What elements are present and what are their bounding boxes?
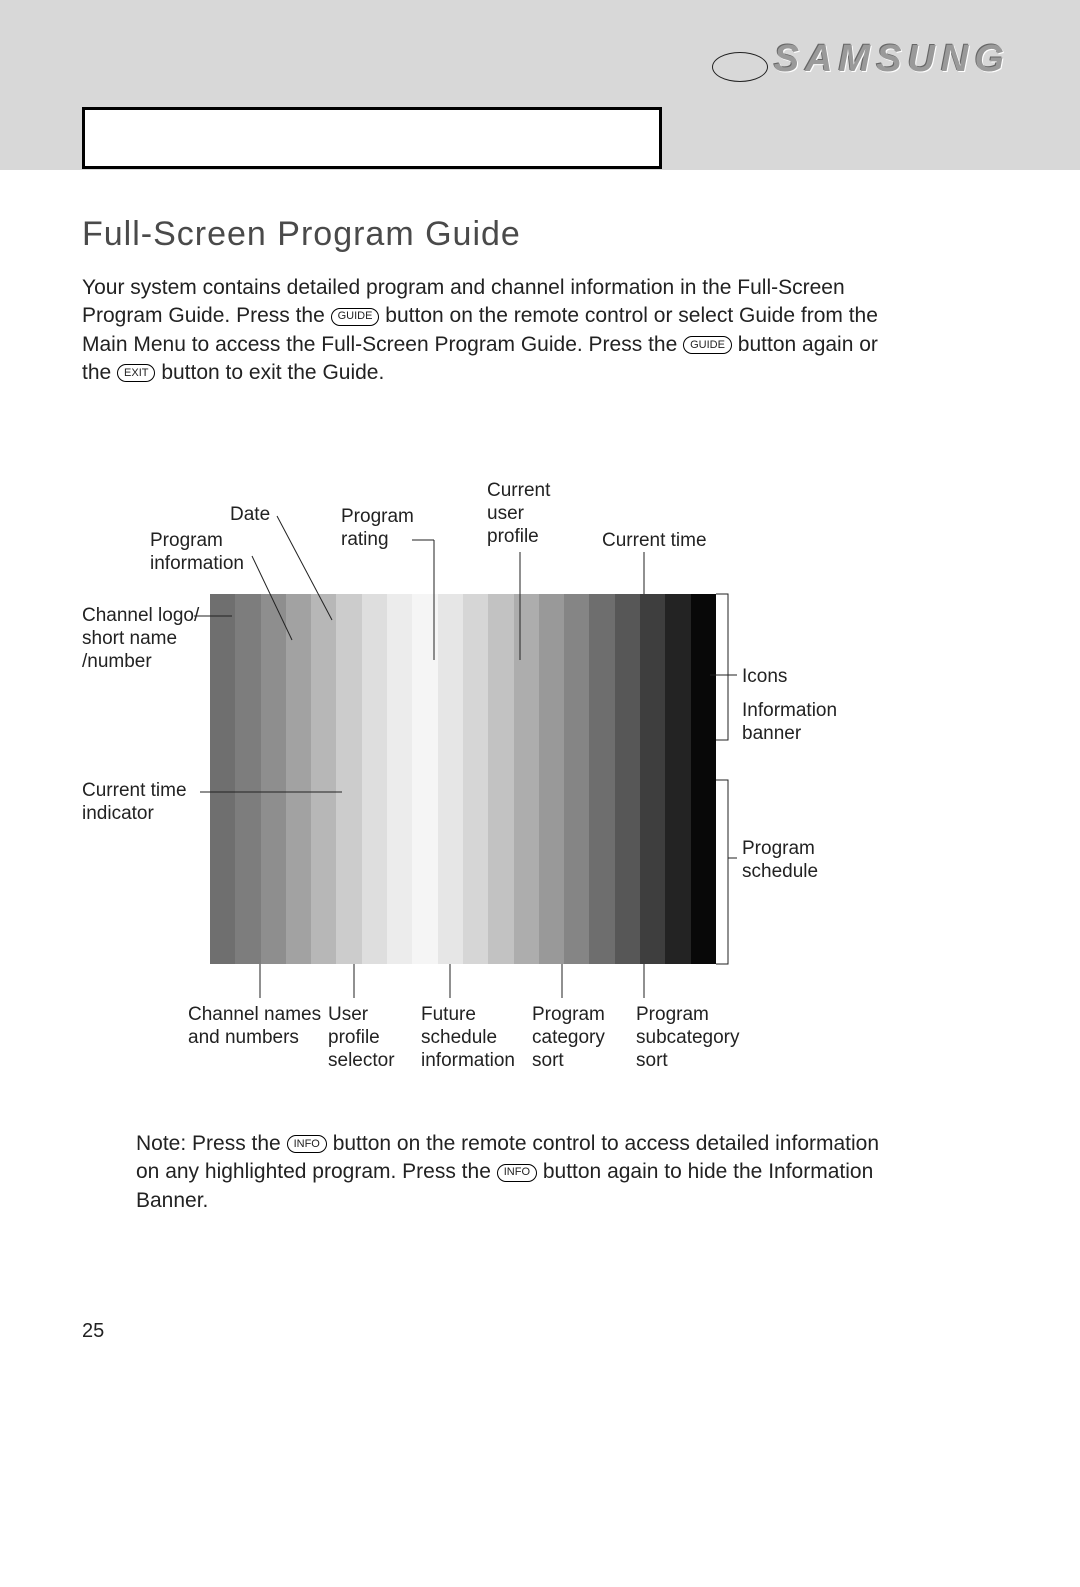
label-icons: Icons bbox=[742, 666, 787, 689]
gradient-stripe bbox=[615, 594, 640, 964]
gradient-stripe bbox=[691, 594, 716, 964]
gradient-stripe bbox=[463, 594, 488, 964]
logo-ellipse-icon bbox=[712, 52, 768, 82]
label-channel-logo: Channel logo/ short name /number bbox=[82, 605, 206, 673]
label-user-profile-selector: User profile selector bbox=[328, 1004, 408, 1072]
gradient-stripe bbox=[235, 594, 260, 964]
gradient-stripe bbox=[488, 594, 513, 964]
label-channel-names-numbers: Channel names and numbers bbox=[188, 1004, 328, 1050]
label-program-rating: Program rating bbox=[341, 506, 431, 552]
guide-button-icon: GUIDE bbox=[331, 308, 380, 326]
label-current-user-profile: Current user profile bbox=[487, 480, 567, 548]
gradient-preview bbox=[210, 594, 716, 964]
exit-button-icon: EXIT bbox=[117, 364, 155, 382]
guide-button-icon-2: GUIDE bbox=[683, 336, 732, 354]
gradient-stripe bbox=[539, 594, 564, 964]
gradient-stripe bbox=[665, 594, 690, 964]
info-button-icon: INFO bbox=[287, 1135, 327, 1153]
gradient-stripe bbox=[514, 594, 539, 964]
gradient-stripe bbox=[589, 594, 614, 964]
section-title: Full-Screen Program Guide bbox=[82, 215, 907, 254]
gradient-stripe bbox=[362, 594, 387, 964]
gradient-stripe bbox=[438, 594, 463, 964]
content-area: Full-Screen Program Guide Your system co… bbox=[82, 215, 907, 387]
intro-paragraph: Your system contains detailed program an… bbox=[82, 274, 907, 387]
intro-text-4: button to exit the Guide. bbox=[161, 361, 384, 384]
gradient-stripe bbox=[210, 594, 235, 964]
gradient-stripe bbox=[387, 594, 412, 964]
logo-text: SAMSUNG bbox=[774, 38, 1010, 80]
brand-logo: SAMSUNG bbox=[712, 38, 1010, 82]
gradient-stripe bbox=[336, 594, 361, 964]
chapter-title-box bbox=[82, 107, 662, 169]
gradient-stripe bbox=[640, 594, 665, 964]
note-paragraph: Note: Press the INFO button on the remot… bbox=[136, 1130, 906, 1215]
gradient-stripe bbox=[564, 594, 589, 964]
gradient-stripe bbox=[286, 594, 311, 964]
label-program-info: Program information bbox=[150, 530, 260, 576]
gradient-stripe bbox=[412, 594, 437, 964]
gradient-stripe bbox=[261, 594, 286, 964]
label-date: Date bbox=[230, 504, 270, 527]
diagram-area: Date Program information Channel logo/ s… bbox=[82, 480, 992, 1120]
note-text-1: Note: Press the bbox=[136, 1132, 287, 1155]
label-program-schedule: Program schedule bbox=[742, 838, 842, 884]
label-program-category-sort: Program category sort bbox=[532, 1004, 622, 1072]
label-information-banner: Information banner bbox=[742, 700, 862, 746]
label-future-schedule-info: Future schedule information bbox=[421, 1004, 531, 1072]
info-button-icon-2: INFO bbox=[497, 1164, 537, 1182]
label-program-subcategory-sort: Program subcategory sort bbox=[636, 1004, 756, 1072]
page-number: 25 bbox=[82, 1320, 104, 1343]
gradient-stripe bbox=[311, 594, 336, 964]
label-current-time-indicator: Current time indicator bbox=[82, 780, 202, 826]
label-current-time: Current time bbox=[602, 530, 707, 553]
